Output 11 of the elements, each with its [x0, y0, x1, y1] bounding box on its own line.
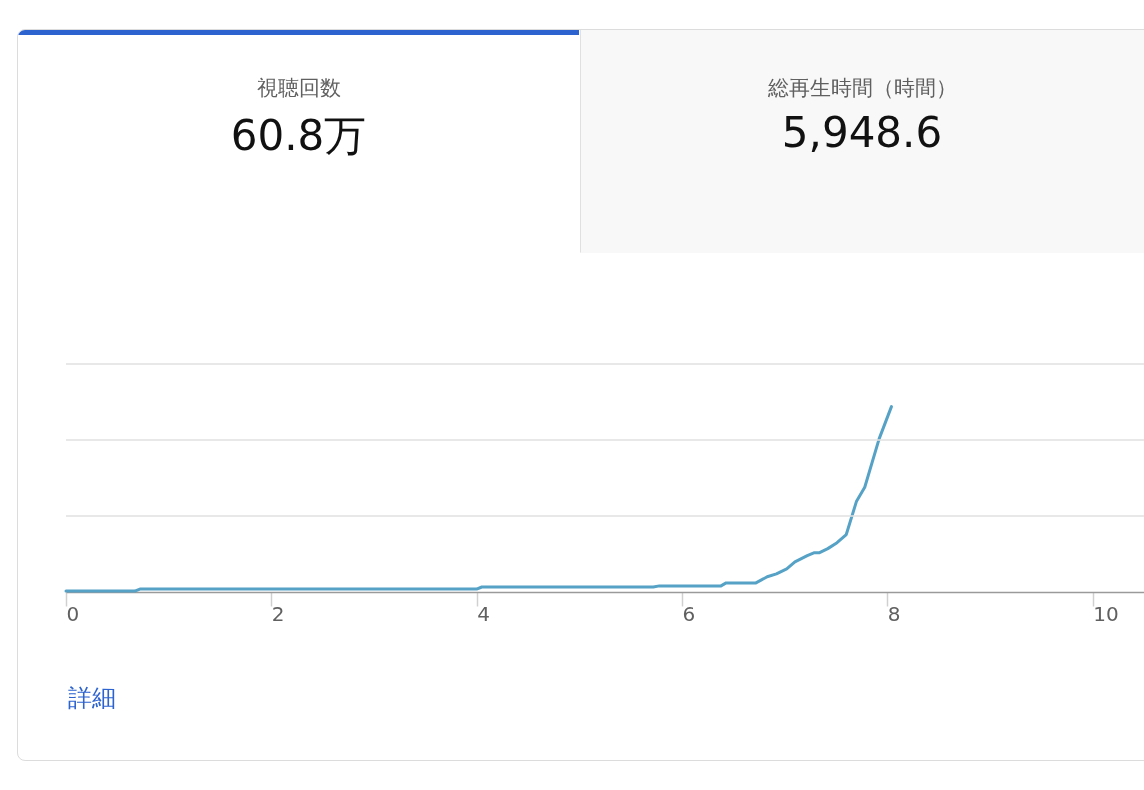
x-tick-label: 8: [887, 601, 901, 626]
x-tick-label: 2: [271, 601, 285, 626]
text: 60.8万: [229, 110, 368, 162]
text: 詳細: [68, 683, 116, 714]
x-tick-label: 6: [682, 601, 696, 626]
x-tick-label: 4: [477, 601, 490, 626]
x-tick-label: 10: [1093, 601, 1119, 626]
text: 総再生時間（時間）: [766, 75, 958, 102]
x-tick-label: 0: [66, 601, 80, 626]
text: 視聴回数: [255, 75, 342, 102]
text: 5,948.6: [780, 108, 944, 157]
